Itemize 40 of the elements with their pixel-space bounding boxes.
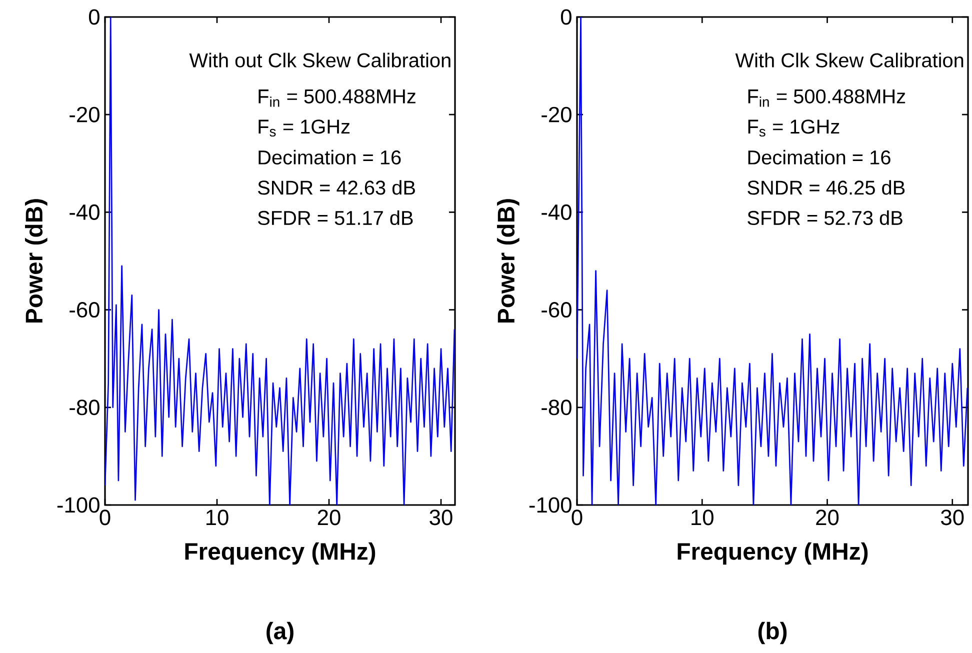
text: (a) [266, 622, 294, 644]
line-series [577, 16, 968, 505]
x-tick-label: 30 [430, 510, 452, 526]
y-axis-title: Power (dB) [25, 199, 48, 322]
annotation: F$_{in}$ = 500.488MHz [748, 89, 906, 107]
x-tick-label: 20 [318, 510, 340, 526]
x-axis-title: Frequency (MHz) [185, 542, 376, 565]
x-tick-label: 0 [100, 510, 110, 526]
annotation: SNDR = 42.63 dB [258, 180, 415, 195]
annotation: With Clk Skew Calibration [735, 52, 964, 68]
y-tick-label: -100 [529, 497, 572, 513]
x-axis-title: Frequency (MHz) [678, 542, 868, 565]
y-tick-label: -100 [57, 497, 100, 513]
annotation: SNDR = 46.25 dB [748, 180, 905, 195]
annotation: With out Clk Skew Calibration [189, 52, 450, 68]
annotation: SFDR = 51.17 dB [258, 210, 413, 226]
annotation: Decimation = 16 [748, 150, 890, 164]
annotation: F$_{in}$ = 500.488MHz [258, 89, 416, 107]
y-tick-label: -60 [542, 302, 572, 318]
y-tick-label: -20 [542, 106, 572, 122]
y-tick-label: -20 [70, 106, 100, 122]
x-tick-label: 10 [206, 510, 228, 526]
annotation: SFDR = 52.73 dB [748, 210, 902, 226]
annotation: Decimation = 16 [258, 150, 401, 164]
x-tick-label: 10 [692, 510, 714, 526]
x-tick-label: 30 [941, 510, 964, 526]
y-tick-label: -60 [70, 302, 100, 318]
x-tick-label: 0 [572, 510, 582, 526]
y-tick-label: -40 [70, 204, 100, 220]
text: (b) [758, 622, 787, 644]
y-tick-label: 0 [88, 9, 100, 25]
x-tick-label: 20 [816, 510, 839, 526]
y-tick-label: -40 [542, 204, 572, 220]
y-tick-label: -80 [70, 400, 100, 416]
line-series [105, 16, 456, 505]
y-axis-title: Power (dB) [497, 199, 520, 322]
y-tick-label: -80 [542, 400, 572, 416]
annotation: F$_{s}$ = 1GHz [258, 120, 350, 137]
y-tick-label: 0 [560, 9, 572, 25]
annotation: F$_{s}$ = 1GHz [748, 120, 840, 137]
